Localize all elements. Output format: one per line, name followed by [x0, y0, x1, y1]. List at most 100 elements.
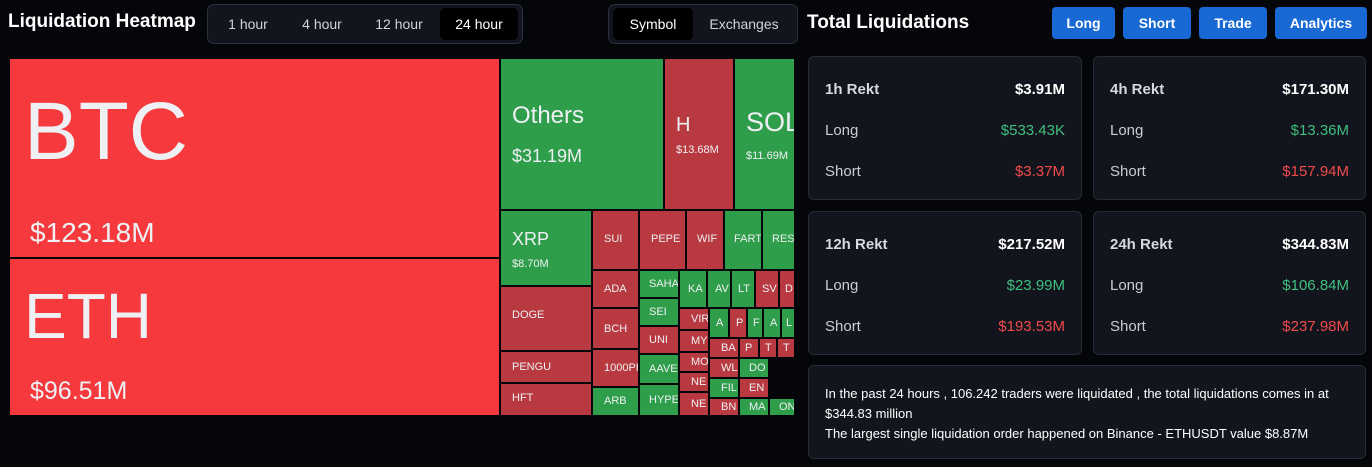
heatmap-cell[interactable]: UNI [639, 326, 679, 354]
short-button[interactable]: Short [1123, 7, 1191, 39]
heatmap-symbol: T [765, 342, 772, 354]
heatmap-cell[interactable]: ARB [592, 387, 639, 416]
heatmap-cell[interactable]: Others $31.19M [500, 58, 664, 210]
heatmap-cell[interactable]: A [709, 308, 729, 338]
heatmap-cell[interactable]: A [763, 308, 781, 338]
card-1h: 1h Rekt $3.91M Long $533.43K Short $3.37M [808, 56, 1082, 200]
heatmap-cell[interactable]: VIR [679, 308, 709, 330]
heatmap-symbol: FIL [721, 382, 737, 394]
heatmap-cell[interactable]: MY [679, 330, 709, 352]
heatmap-cell[interactable]: SV [755, 270, 779, 308]
heatmap-symbol: HFT [512, 392, 534, 404]
card-12h-long-value: $23.99M [1006, 277, 1065, 294]
heatmap-cell[interactable]: MA [739, 398, 769, 416]
heatmap-cell[interactable]: WL [709, 358, 739, 378]
heatmap-cell[interactable]: KA [679, 270, 707, 308]
heatmap-symbol: H [676, 114, 691, 136]
heatmap-symbol: SAHA [649, 278, 679, 290]
heatmap-cell[interactable]: BN [709, 398, 739, 416]
tab-exchanges[interactable]: Exchanges [709, 16, 779, 32]
heatmap-cell[interactable]: P [729, 308, 747, 338]
heatmap-cell[interactable]: NE [679, 392, 709, 416]
heatmap-symbol: LT [738, 283, 751, 295]
heatmap-value: $11.69M [746, 150, 788, 162]
heatmap-cell[interactable]: WIF [686, 210, 724, 270]
heatmap-cell[interactable]: ADA [592, 270, 639, 308]
heatmap-cell[interactable]: SAHA [639, 270, 679, 298]
card-12h-period: 12h Rekt [825, 236, 888, 253]
heatmap-cell[interactable]: ETH $96.51M [9, 258, 500, 416]
card-12h: 12h Rekt $217.52M Long $23.99M Short $193.5… [808, 211, 1082, 355]
heatmap-symbol: BTC [24, 86, 188, 177]
heatmap-cell[interactable]: XRP $8.70M [500, 210, 592, 286]
card-4h-short-value: $157.94M [1282, 163, 1349, 180]
heatmap-cell[interactable]: PENGU [500, 351, 592, 383]
heatmap-cell[interactable]: T [777, 338, 795, 358]
card-4h: 4h Rekt $171.30M Long $13.36M Short $157.94… [1093, 56, 1366, 200]
heatmap-symbol: HYPE [649, 394, 679, 406]
long-button[interactable]: Long [1052, 7, 1115, 39]
heatmap-cell[interactable]: SUI [592, 210, 639, 270]
heatmap-symbol: A [716, 317, 724, 329]
heatmap-cell[interactable]: PEPE [639, 210, 686, 270]
heatmap-cell[interactable]: RES [762, 210, 795, 270]
heatmap-symbol: L [786, 317, 793, 329]
total-liquidations-title: Total Liquidations [807, 12, 970, 33]
card-4h-long-label: Long [1110, 122, 1144, 139]
tab-24-hour[interactable]: 24 hour [440, 8, 518, 40]
heatmap-symbol: ETH [24, 280, 152, 352]
tab-1-hour[interactable]: 1 hour [228, 16, 268, 32]
heatmap-symbol: XRP [512, 229, 550, 249]
heatmap-cell[interactable]: 1000PI [592, 349, 639, 387]
trade-button[interactable]: Trade [1199, 7, 1267, 39]
heatmap-symbol: DO [749, 362, 766, 374]
card-24h-short-label: Short [1110, 318, 1146, 335]
analytics-button[interactable]: Analytics [1275, 7, 1367, 39]
heatmap-symbol: D [785, 283, 793, 295]
heatmap-cell[interactable]: DOGE [500, 286, 592, 351]
heatmap-cell[interactable]: DO [739, 358, 769, 378]
card-12h-short-value: $193.53M [998, 318, 1065, 335]
heatmap-symbol: PEPE [651, 233, 681, 245]
card-4h-period: 4h Rekt [1110, 81, 1165, 98]
heatmap-cell[interactable]: MO [679, 352, 709, 372]
heatmap-symbol: MO [691, 356, 709, 368]
heatmap-cell[interactable]: L [781, 308, 795, 338]
card-24h-period: 24h Rekt [1110, 236, 1173, 253]
heatmap-cell[interactable]: SOL $11.69M [734, 58, 795, 210]
heatmap-cell[interactable]: SEI [639, 298, 679, 326]
heatmap-cell[interactable]: BTC $123.18M [9, 58, 500, 258]
heatmap-cell[interactable]: FIL [709, 378, 739, 398]
heatmap-symbol: KA [688, 283, 703, 295]
heatmap-cell[interactable]: P [739, 338, 759, 358]
card-1h-total: $3.91M [1014, 81, 1065, 98]
heatmap-cell[interactable]: BA [709, 338, 739, 358]
heatmap-cell[interactable]: FART [724, 210, 762, 270]
card-12h-total: $217.52M [998, 236, 1065, 253]
heatmap-cell[interactable]: H $13.68M [664, 58, 734, 210]
heatmap-cell[interactable]: HYPE [639, 384, 679, 416]
card-4h-short-label: Short [1110, 163, 1146, 180]
summary-line-1: In the past 24 hours , 106.242 traders w… [825, 386, 1329, 421]
heatmap-symbol: A [770, 317, 778, 329]
liquidation-summary: In the past 24 hours , 106.242 traders w… [808, 365, 1366, 459]
tab-4-hour[interactable]: 4 hour [302, 16, 342, 32]
heatmap-cell[interactable]: HFT [500, 383, 592, 416]
tab-symbol[interactable]: Symbol [613, 8, 693, 40]
heatmap-cell[interactable]: AAVE [639, 354, 679, 384]
tab-12-hour[interactable]: 12 hour [375, 16, 423, 32]
heatmap-symbol: 1000PI [604, 362, 639, 374]
heatmap-cell[interactable]: BCH [592, 308, 639, 349]
heatmap-symbol: F [753, 317, 760, 329]
heatmap-cell[interactable]: D [779, 270, 795, 308]
heatmap-symbol: NE [691, 398, 707, 410]
heatmap-cell[interactable]: ON [769, 398, 795, 416]
card-1h-period: 1h Rekt [825, 81, 880, 98]
heatmap-cell[interactable]: T [759, 338, 777, 358]
heatmap-cell[interactable]: AV [707, 270, 731, 308]
heatmap-cell[interactable]: EN [739, 378, 769, 398]
card-12h-short-label: Short [825, 318, 861, 335]
heatmap-cell[interactable]: NE [679, 372, 709, 392]
heatmap-cell[interactable]: LT [731, 270, 755, 308]
heatmap-cell[interactable]: F [747, 308, 763, 338]
